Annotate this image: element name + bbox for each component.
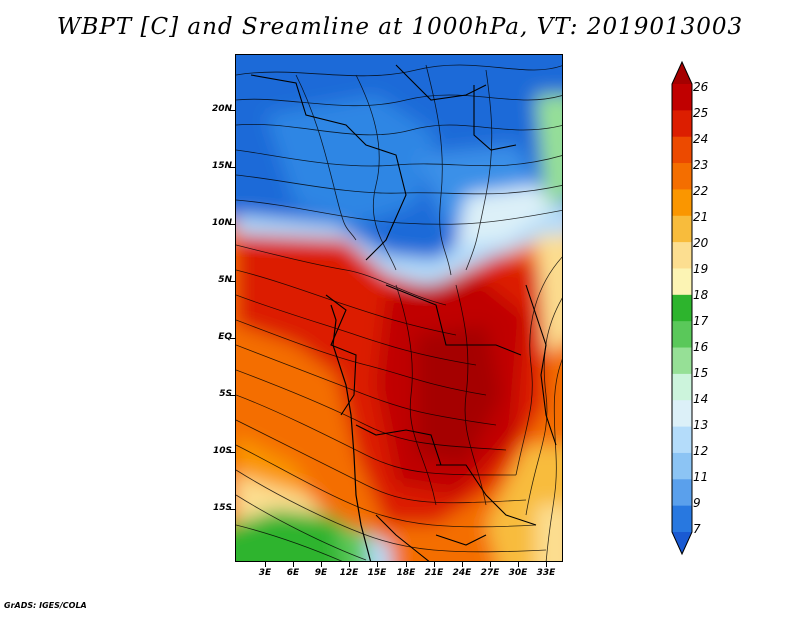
country-boundaries [250, 64, 557, 561]
colorbar-segment [672, 452, 692, 480]
colorbar-outline [671, 60, 693, 556]
lon-tick [377, 562, 378, 567]
lat-tick [230, 338, 235, 339]
lon-tick [321, 562, 322, 567]
lon-label-12e: 12E [339, 568, 359, 578]
lon-tick [434, 562, 435, 567]
lon-label-30e: 30E [508, 568, 528, 578]
colorbar-label: 13 [693, 418, 709, 432]
lon-tick [518, 562, 519, 567]
chart-title: WBPT [C] and Sreamline at 1000hPa, VT: 2… [56, 14, 744, 40]
lon-label-15e: 15E [367, 568, 387, 578]
colorbar-label: 12 [693, 444, 709, 458]
colorbar-segment [672, 84, 692, 111]
lat-tick [230, 167, 235, 168]
colorbar-segment [672, 215, 692, 243]
colorbar-segment [672, 189, 692, 217]
colorbar-label: 14 [693, 392, 709, 406]
colorbar-label: 25 [693, 106, 709, 120]
coastline [330, 304, 372, 561]
lon-tick [462, 562, 463, 567]
colorbar-label: 16 [693, 340, 709, 354]
colorbar-segment [672, 400, 692, 427]
lat-tick [230, 224, 235, 225]
lat-tick [230, 110, 235, 111]
colorbar-segment [672, 268, 692, 296]
lon-label-21e: 21E [424, 568, 444, 578]
lon-tick [265, 562, 266, 567]
colorbar-label: 26 [693, 80, 709, 94]
colorbar-segment [672, 532, 692, 554]
lat-label-5n: 5N [218, 275, 232, 285]
lat-label-20n: 20N [211, 104, 232, 114]
lat-label-15s: 15S [212, 503, 232, 513]
lat-label-eq: EQ [218, 332, 232, 342]
colorbar-label: 22 [693, 184, 709, 198]
lat-label-15n: 15N [211, 161, 232, 171]
colorbar-label: 9 [693, 496, 701, 510]
lat-label-10n: 10N [211, 218, 232, 228]
lat-label-5s: 5S [219, 389, 232, 399]
lat-tick [230, 395, 235, 396]
colorbar-label: 11 [693, 470, 709, 484]
colorbar-fills [672, 62, 692, 554]
map-svg [236, 55, 562, 561]
lon-tick [406, 562, 407, 567]
lat-label-10s: 10S [212, 446, 232, 456]
colorbar-label: 20 [693, 236, 709, 250]
colorbar-label: 17 [693, 314, 709, 328]
lat-tick [230, 509, 235, 510]
lon-tick [490, 562, 491, 567]
lat-tick [230, 452, 235, 453]
colorbar-segment [672, 294, 692, 322]
lon-label-18e: 18E [396, 568, 416, 578]
lat-tick [230, 281, 235, 282]
colorbar-segment [672, 136, 692, 164]
map-area[interactable] [235, 54, 563, 562]
colorbar-segment [672, 479, 692, 507]
colorbar-segment [672, 163, 692, 190]
lon-label-9e: 9E [314, 568, 328, 578]
colorbar-segment [672, 321, 692, 348]
colorbar-label: 19 [693, 262, 709, 276]
lon-label-3e: 3E [258, 568, 272, 578]
colorbar-segment [672, 505, 692, 533]
colorbar-segment [672, 242, 692, 269]
temperature-field [236, 55, 562, 561]
colorbar-segment [672, 110, 692, 138]
colorbar-segment [672, 62, 692, 84]
colorbar-segment [672, 347, 692, 375]
colorbar [671, 60, 693, 556]
colorbar-label: 7 [693, 522, 701, 536]
colorbar-segment [672, 426, 692, 454]
colorbar-label: 23 [693, 158, 709, 172]
lon-label-6e: 6E [286, 568, 300, 578]
colorbar-label: 24 [693, 132, 709, 146]
streamlines [236, 64, 562, 561]
grads-credit: GrADS: IGES/COLA [4, 601, 87, 610]
colorbar-label: 18 [693, 288, 709, 302]
colorbar-label: 15 [693, 366, 709, 380]
lon-label-27e: 27E [480, 568, 500, 578]
colorbar-segment [672, 373, 692, 401]
lon-tick [293, 562, 294, 567]
lon-label-24e: 24E [452, 568, 472, 578]
lon-tick [349, 562, 350, 567]
lon-tick [546, 562, 547, 567]
lon-label-33e: 33E [536, 568, 556, 578]
colorbar-label: 21 [693, 210, 709, 224]
